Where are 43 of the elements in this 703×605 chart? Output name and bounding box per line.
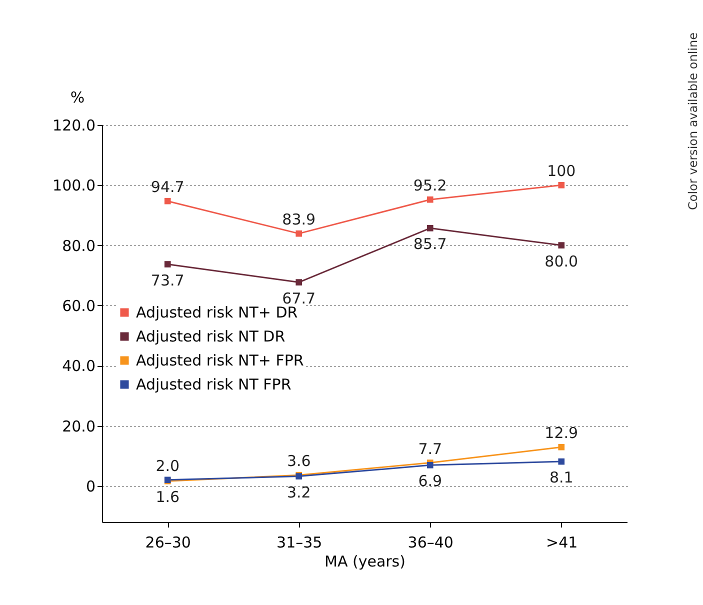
legend-label: Adjusted risk NT DR <box>136 328 286 346</box>
data-label: 83.9 <box>282 210 316 229</box>
point <box>164 261 171 268</box>
legend-label: Adjusted risk NT+ FPR <box>136 352 304 370</box>
legend-label: Adjusted risk NT FPR <box>136 376 292 394</box>
y-tick-label: 80.0 <box>62 236 96 255</box>
data-label: 95.2 <box>413 176 447 195</box>
point <box>296 279 302 286</box>
data-label: 1.6 <box>156 488 180 506</box>
data-label: 73.7 <box>150 271 184 290</box>
point <box>426 462 434 468</box>
data-label: 80.0 <box>544 252 578 270</box>
x-tick-label: 26–30 <box>145 534 191 552</box>
x-tick-label: 36–40 <box>408 534 454 552</box>
y-axis-title: % <box>70 88 85 106</box>
data-label: 100 <box>547 162 576 180</box>
y-tick-label: 60.0 <box>62 296 96 315</box>
point <box>296 230 302 237</box>
point <box>558 458 565 465</box>
x-tick-label: 31–35 <box>276 534 322 552</box>
point <box>426 225 434 232</box>
point <box>558 242 565 248</box>
data-label: 6.9 <box>418 472 442 490</box>
data-label: 85.7 <box>413 235 447 254</box>
point <box>558 444 565 450</box>
point <box>558 182 565 188</box>
data-label: 8.1 <box>549 468 574 487</box>
x-tick-label: >41 <box>546 534 578 552</box>
data-label: 3.6 <box>286 452 311 470</box>
y-tick-label: 20.0 <box>62 417 96 436</box>
y-tick-label: 100.0 <box>52 176 96 195</box>
y-tick-label: 120.0 <box>52 116 96 134</box>
data-label: 7.7 <box>418 440 442 458</box>
x-axis-title: MA (years) <box>324 552 406 570</box>
y-tick-label: 0 <box>86 477 96 496</box>
data-label: 2.0 <box>156 456 180 475</box>
point <box>426 196 434 203</box>
point <box>164 198 171 204</box>
data-label: 12.9 <box>544 424 578 442</box>
y-tick-label: 40.0 <box>62 357 96 376</box>
data-label: 94.7 <box>150 178 184 196</box>
data-label: 3.2 <box>286 483 311 502</box>
text: Color version available online <box>686 32 700 210</box>
